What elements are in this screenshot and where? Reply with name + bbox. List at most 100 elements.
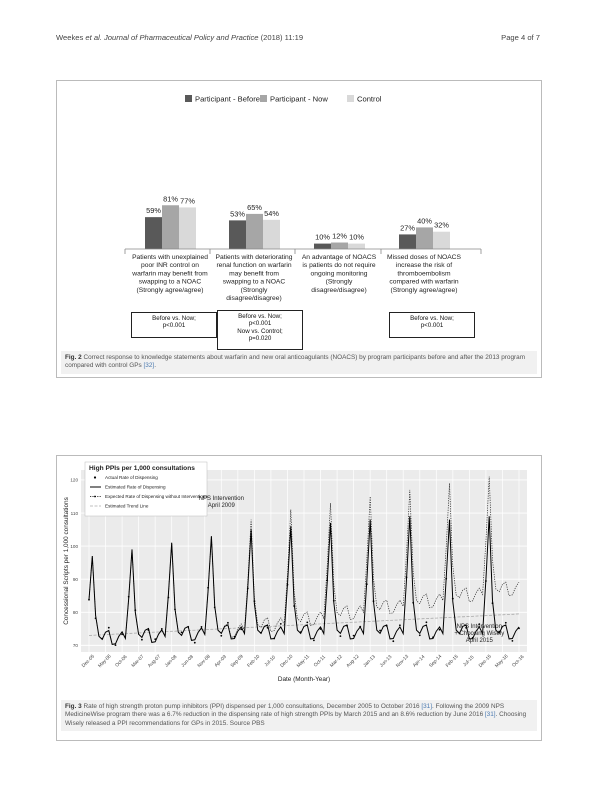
actual-point	[134, 609, 137, 611]
actual-point	[478, 623, 481, 625]
category-label-2-0: An advantage of NOACS	[302, 254, 377, 261]
x-tick-label-4: Aug-07	[147, 653, 162, 668]
actual-point	[240, 628, 243, 631]
figure-3-caption-ref-1[interactable]: [31]	[421, 703, 433, 710]
figure-2-caption-ref[interactable]: [32]	[143, 362, 155, 370]
actual-point	[121, 633, 123, 636]
category-label-3-4: (Strongly agree/agree)	[391, 287, 458, 294]
stat-note-line: p=0.020	[248, 335, 272, 343]
stat-note-line: Before vs. Now;	[152, 315, 196, 322]
actual-point	[332, 599, 335, 602]
x-tick-label-17: Jan-13	[362, 654, 377, 669]
y-tick-label-5: 120	[70, 478, 78, 483]
stat-note-line: Before vs. Now;	[410, 315, 454, 322]
stat-note-3: Before vs. Now; p<0.001	[389, 312, 475, 338]
annotation-2-line-0: NPS Intervention	[457, 624, 502, 630]
figure-3: 70 80 90 100 110 120 Dec-05 May-06 Oct-06 Mar-07 A…	[56, 455, 542, 741]
bar-2-2	[348, 243, 365, 249]
actual-point	[207, 586, 210, 589]
actual-point	[372, 600, 375, 603]
stat-note-line: Before vs. Now;	[238, 313, 282, 320]
actual-point	[107, 626, 110, 629]
bar-0-2	[314, 243, 331, 249]
category-label-2-2: ongoing monitoring	[311, 270, 368, 277]
actual-point	[94, 617, 97, 620]
actual-point	[504, 621, 507, 624]
actual-point	[147, 629, 150, 631]
actual-point	[114, 644, 117, 646]
x-tick-label-23: Jul-15	[462, 654, 476, 668]
annotation-2-line-1: + Choosing Wisely	[454, 631, 504, 637]
x-tick-label-10: Feb-10	[246, 654, 261, 669]
bar-1-1	[246, 213, 263, 249]
bar-2-1	[263, 219, 280, 249]
actual-point	[319, 628, 322, 630]
annotation-1-line-0: NPS Intervention	[199, 496, 244, 502]
bar-label-1-0: 81%	[163, 194, 178, 203]
actual-point	[141, 638, 143, 641]
actual-point	[385, 625, 388, 627]
category-label-3-0: Missed doses of NOACS	[387, 254, 462, 261]
bar-2-3	[433, 231, 450, 249]
x-tick-label-9: Sep-09	[230, 653, 245, 668]
legend-label-2: Control	[357, 95, 382, 104]
actual-point	[425, 621, 428, 624]
stat-note-line: p<0.001	[248, 320, 272, 328]
actual-point	[213, 606, 216, 609]
bar-label-2-0: 77%	[180, 196, 195, 205]
actual-point	[458, 632, 461, 635]
legend-entry-0: Actual Rate of Dispensing	[105, 475, 158, 480]
x-tick-label-13: May-11	[296, 653, 312, 669]
bar-label-2-3: 32%	[434, 221, 449, 230]
stat-note-1: Before vs. Now; p<0.001	[131, 312, 217, 338]
actual-point	[174, 608, 176, 611]
actual-point	[511, 640, 514, 642]
figure-3-caption-ref-2[interactable]: [31]	[484, 711, 496, 719]
chart-title: High PPIs per 1,000 consultations	[89, 465, 195, 472]
legend-symbol-0	[93, 476, 97, 479]
category-label-1-0: Patients with deteriorating	[216, 254, 293, 261]
legend-entry-1: Estimated Rate of Dispensing	[105, 485, 166, 490]
category-label-2-4: disagree/disagree)	[311, 287, 366, 294]
bar-2-0	[179, 207, 196, 249]
header-citation: (2018) 11:19	[260, 33, 304, 42]
x-tick-label-6: Jun-08	[180, 654, 195, 669]
actual-point	[491, 602, 494, 605]
actual-point	[279, 623, 282, 625]
actual-point	[465, 626, 467, 629]
category-label-0-3: swapping to a NOAC	[139, 279, 202, 286]
legend-box	[84, 461, 208, 517]
bar-1-3	[416, 227, 433, 249]
header-page-number: Page 4 of 7	[501, 33, 540, 42]
header-authors: Weekes	[56, 33, 84, 42]
actual-point	[227, 621, 229, 624]
actual-point	[418, 634, 421, 637]
legend-entry-2: Expected Rate of Dispensing without Inte…	[105, 494, 208, 499]
actual-point	[445, 577, 448, 580]
actual-point	[233, 635, 236, 638]
page-header: Weekes et al. Journal of Pharmaceutical …	[56, 33, 540, 42]
actual-point	[432, 636, 434, 639]
legend-symbol-dot-2	[94, 495, 96, 498]
y-axis-title: Concessional Scripts per 1,000 consultat…	[63, 497, 70, 625]
y-tick-label-4: 110	[71, 511, 79, 516]
actual-point	[200, 626, 203, 628]
stat-note-line: p<0.001	[162, 322, 186, 330]
actual-point	[253, 600, 256, 603]
bar-label-2-1: 54%	[264, 209, 279, 218]
legend-label-1: Participant - Now	[270, 95, 328, 104]
stat-note-line: p<0.001	[420, 322, 444, 330]
category-label-3-1: increase the risk of	[396, 262, 452, 269]
actual-point	[451, 597, 454, 600]
x-tick-label-12: Dec-10	[279, 653, 294, 668]
category-label-3-3: compared with warfarin	[389, 279, 458, 286]
x-axis-title: Date (Month-Year)	[278, 676, 330, 683]
x-tick-label-24: Dec-15	[478, 653, 493, 668]
y-tick-label-0: 70	[73, 643, 79, 648]
actual-point	[518, 627, 520, 630]
header-journal: et al. Journal of Pharmaceutical Policy …	[85, 33, 259, 42]
actual-point	[260, 631, 262, 634]
bar-0-0	[145, 217, 162, 249]
actual-point	[160, 628, 163, 630]
actual-point	[405, 576, 408, 579]
